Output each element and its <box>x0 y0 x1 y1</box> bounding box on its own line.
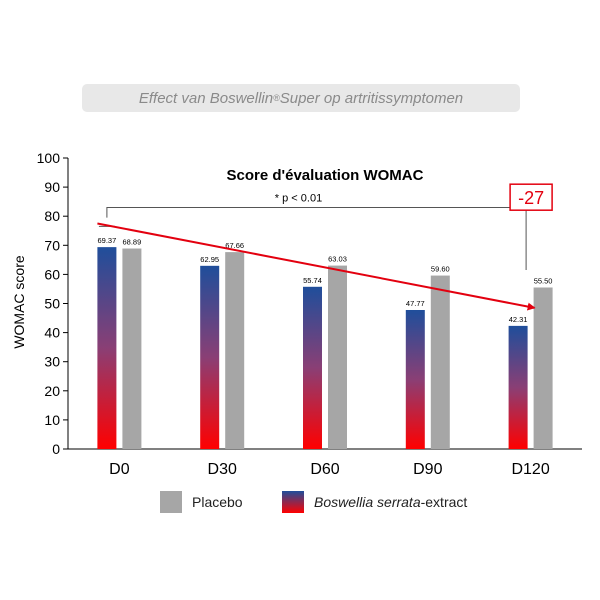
y-tick-label: 20 <box>44 383 60 399</box>
chart-banner: Effect van Boswellin ® Super op artritissy… <box>82 84 520 112</box>
bar-placebo <box>122 248 142 449</box>
significance-bracket <box>106 206 527 271</box>
y-tick-label: 10 <box>44 412 60 428</box>
y-tick-label: 50 <box>44 296 60 312</box>
data-label-placebo: 55.50 <box>534 276 553 285</box>
x-tick-label: D90 <box>413 461 442 478</box>
chart-title: Score d'évaluation WOMAC <box>227 167 424 184</box>
legend-placebo-label: Placebo <box>192 494 243 510</box>
legend-boswellia-swatch <box>282 491 304 513</box>
bar-placebo <box>430 275 450 449</box>
y-tick-label: 40 <box>44 325 60 341</box>
y-tick-label: 90 <box>44 179 60 195</box>
y-axis-label: WOMAC score <box>11 255 27 349</box>
y-tick-label: 80 <box>44 208 60 224</box>
legend-boswellia-suffix: -extract <box>420 494 468 510</box>
significance-label: * p < 0.01 <box>275 192 322 204</box>
y-tick-label: 30 <box>44 354 60 370</box>
data-label-placebo: 68.89 <box>123 238 142 247</box>
bar-boswellia <box>97 247 117 449</box>
data-label-placebo: 67.66 <box>225 241 244 250</box>
banner-registered-mark: ® <box>273 93 280 103</box>
legend-boswellia: Boswellia serrata-extract <box>282 490 467 514</box>
x-tick-label: D120 <box>511 461 549 478</box>
banner-prefix: Effect van Boswellin <box>138 89 274 107</box>
data-label-placebo: 63.03 <box>328 255 347 264</box>
bar-boswellia <box>303 286 322 449</box>
y-tick-label: 100 <box>37 150 61 166</box>
data-label-boswellia: 55.74 <box>303 276 322 285</box>
legend-placebo: Placebo <box>160 490 243 514</box>
bar-placebo <box>533 287 553 449</box>
reduction-badge <box>509 183 553 211</box>
x-tick-label: D0 <box>109 461 130 478</box>
legend-boswellia-label: Boswellia serrata-extract <box>314 494 467 510</box>
bar-boswellia <box>508 325 528 449</box>
legend-boswellia-italic: Boswellia serrata <box>314 494 421 510</box>
bar-boswellia <box>200 265 220 449</box>
bar-placebo <box>328 265 347 449</box>
bar-placebo <box>225 252 245 449</box>
data-label-boswellia: 69.37 <box>98 236 117 245</box>
bar-boswellia <box>405 309 425 449</box>
legend-placebo-swatch <box>160 491 182 513</box>
data-label-placebo: 59.60 <box>431 265 450 274</box>
x-tick-label: D30 <box>208 461 237 478</box>
banner-suffix: Super op artritissymptomen <box>279 89 464 107</box>
y-tick-label: 0 <box>52 441 60 457</box>
y-tick-label: 70 <box>44 237 60 253</box>
data-label-boswellia: 47.77 <box>406 299 425 308</box>
y-tick-label: 60 <box>44 266 60 282</box>
data-label-boswellia: 42.31 <box>509 315 528 324</box>
x-tick-label: D60 <box>310 461 339 478</box>
trend-arrow <box>97 222 536 311</box>
reduction-badge-text: -27 <box>518 188 544 208</box>
data-label-boswellia: 62.95 <box>200 255 219 264</box>
